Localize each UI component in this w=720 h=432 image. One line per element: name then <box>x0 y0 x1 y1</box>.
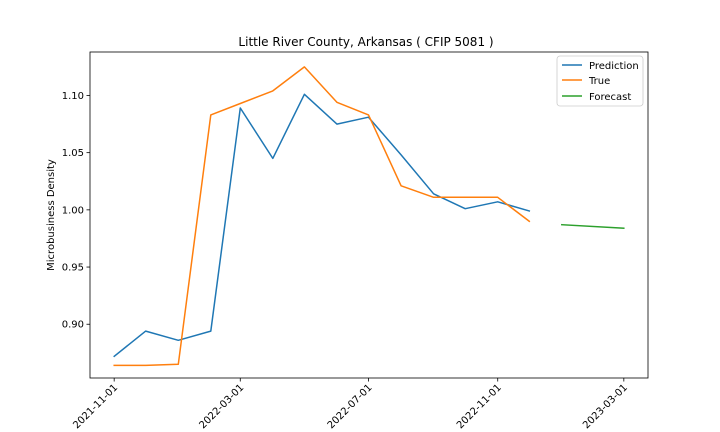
plot-frame <box>89 51 649 379</box>
series-layer <box>113 66 625 367</box>
legend: Prediction True Forecast <box>556 55 644 107</box>
y-tick-label: 0.90 <box>62 320 84 331</box>
legend-label-forecast: Forecast <box>589 92 631 103</box>
y-axis: 0.90 0.95 1.00 1.05 1.10 <box>62 91 90 331</box>
y-axis-label: Microbusiness Density <box>46 159 57 271</box>
series-line-true <box>113 66 531 367</box>
y-tick-label: 1.05 <box>62 148 84 159</box>
y-tick-label: 1.10 <box>62 91 84 102</box>
series-line-forecast <box>561 223 625 229</box>
chart-title: Little River County, Arkansas ( CFIP 508… <box>238 35 493 49</box>
legend-box <box>556 55 644 107</box>
y-tick-label: 1.00 <box>62 205 84 216</box>
series-line-prediction <box>113 93 531 358</box>
legend-label-prediction: Prediction <box>589 61 639 72</box>
legend-label-true: True <box>588 76 610 87</box>
y-tick-label: 0.95 <box>62 263 84 274</box>
